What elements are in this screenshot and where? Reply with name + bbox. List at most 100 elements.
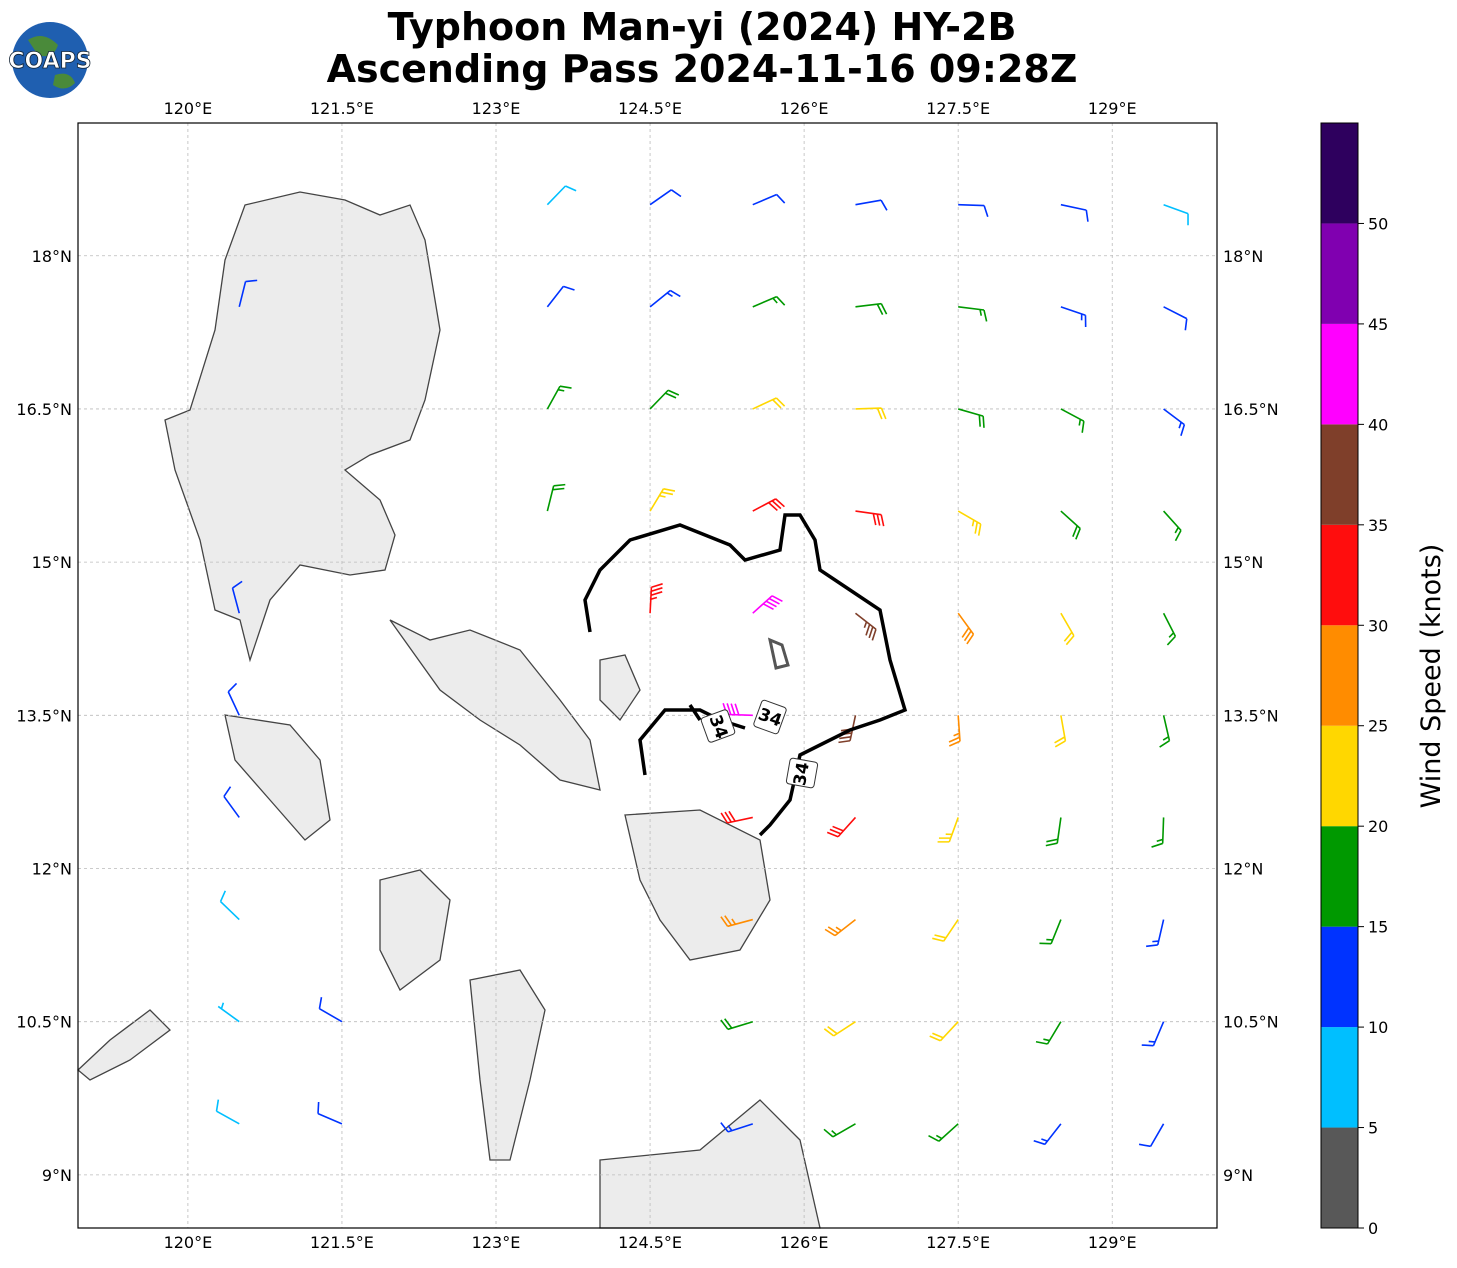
x-tick-label: 123°E <box>472 99 521 118</box>
colorbar-tick-label: 0 <box>1368 1219 1378 1238</box>
wind-barb <box>1060 306 1087 328</box>
colorbar-segment <box>1321 926 1358 1028</box>
wind-barb <box>855 199 888 211</box>
bicol <box>389 619 601 791</box>
colorbar-label: Wind Speed (knots) <box>1416 544 1447 809</box>
wind-barb <box>223 786 240 818</box>
colorbar-frame <box>1320 122 1359 1229</box>
colorbar-tick-label: 35 <box>1368 516 1388 535</box>
wind-barb <box>1060 612 1075 646</box>
x-tick-label: 127.5°E <box>926 99 990 118</box>
x-tick-label: 124.5°E <box>618 99 682 118</box>
x-tick-label: 124.5°E <box>618 1233 682 1252</box>
wind-barb <box>546 483 566 512</box>
colorbar-tick-label: 20 <box>1368 817 1388 836</box>
wind-barb <box>855 510 885 527</box>
wind-barb <box>855 302 888 315</box>
wind-barb <box>1163 408 1186 437</box>
wind-barb <box>217 1002 240 1023</box>
colorbar-segment <box>1321 223 1358 324</box>
y-tick-label: 9°N <box>42 1166 72 1185</box>
colorbar-tick-label: 25 <box>1368 717 1388 736</box>
colorbar-tick-label: 50 <box>1368 214 1388 233</box>
wind-barb <box>752 295 786 308</box>
axis-labels: 120°E 120°E 121.5°E 121.5°E 123°E 123°E 124.5°… <box>16 99 1278 1252</box>
wind-barb <box>957 510 982 536</box>
colorbar-tick-label: 15 <box>1368 918 1388 937</box>
x-tick-label: 121.5°E <box>310 99 374 118</box>
wind-barb <box>227 682 240 716</box>
colorbar-segment <box>1321 625 1358 726</box>
wind-barb <box>238 279 258 308</box>
wind-barbs <box>215 185 1189 1148</box>
contour-label-box <box>753 699 787 735</box>
negros-cebu <box>469 969 546 1161</box>
wind-barb <box>546 185 577 206</box>
x-tick-label: 126°E <box>780 99 829 118</box>
contour-labels: 34 34 34 <box>700 699 819 789</box>
wind-barb <box>649 389 680 410</box>
mindoro <box>224 714 331 841</box>
contour-label: 34 <box>790 760 814 787</box>
wind-barb <box>720 915 753 928</box>
y-tick-label: 16.5°N <box>1223 400 1279 419</box>
y-tick-label: 18°N <box>1223 247 1263 266</box>
wind-barb <box>1035 1021 1062 1045</box>
wind-barb <box>929 1021 959 1042</box>
map-frame <box>77 122 1218 1229</box>
x-tick-label: 127.5°E <box>926 1233 990 1252</box>
wind-barb <box>957 612 975 645</box>
wind-barb <box>649 583 663 614</box>
colorbar-tick-label: 40 <box>1368 415 1388 434</box>
logo: COAPS <box>8 22 92 98</box>
wind-barb <box>752 595 783 614</box>
wind-barb <box>854 612 877 641</box>
wind-barb <box>958 306 988 322</box>
wind-barb <box>1138 1123 1165 1148</box>
y-tick-label: 13.5°N <box>16 706 72 725</box>
low-wind-contour <box>767 637 790 670</box>
wind-barb <box>318 997 343 1023</box>
wind-barb <box>957 408 985 428</box>
y-tick-label: 13.5°N <box>1223 706 1279 725</box>
wind-barb <box>823 1021 856 1037</box>
colorbar-segment <box>1321 424 1358 525</box>
wind-barb <box>1045 817 1062 847</box>
wind-barb <box>823 1123 856 1138</box>
x-tick-label: 120°E <box>164 1233 213 1252</box>
x-tick-label: 129°E <box>1088 99 1137 118</box>
wind-barb <box>928 1123 959 1142</box>
wind-barb <box>219 890 240 921</box>
wind-barb <box>649 189 682 206</box>
wind-barb <box>937 817 959 843</box>
wind-barb <box>752 498 785 512</box>
wind-barb <box>649 488 676 512</box>
wind-barb <box>1162 510 1182 542</box>
wind-barb <box>752 397 786 410</box>
wind-barb <box>1163 203 1189 226</box>
wind-barb <box>1039 919 1062 945</box>
wind-barb <box>722 703 753 717</box>
colorbar-segment <box>1321 524 1358 626</box>
y-tick-label: 9°N <box>1223 1166 1253 1185</box>
wind-barb <box>826 816 857 838</box>
wind-barb <box>752 193 786 206</box>
colorbar-tick-label: 5 <box>1368 1119 1378 1138</box>
y-tick-label: 18°N <box>32 247 72 266</box>
y-tick-label: 15°N <box>32 553 72 572</box>
wind-barb <box>1060 408 1085 433</box>
wind-barb <box>1060 203 1089 222</box>
wind-barb <box>720 1018 754 1031</box>
wind-barb <box>231 580 243 614</box>
wind-barb <box>1060 510 1081 540</box>
y-tick-label: 12°N <box>32 860 72 879</box>
title-line: Typhoon Man-yi (2024) HY-2B <box>388 5 1017 49</box>
wind-barb <box>546 385 572 410</box>
contour-label-box <box>785 757 819 789</box>
colorbar-segment <box>1321 323 1358 425</box>
wind-barb <box>1146 919 1165 948</box>
wind-barb <box>1163 306 1188 331</box>
wind-barb <box>855 407 887 420</box>
x-tick-label: 126°E <box>780 1233 829 1252</box>
